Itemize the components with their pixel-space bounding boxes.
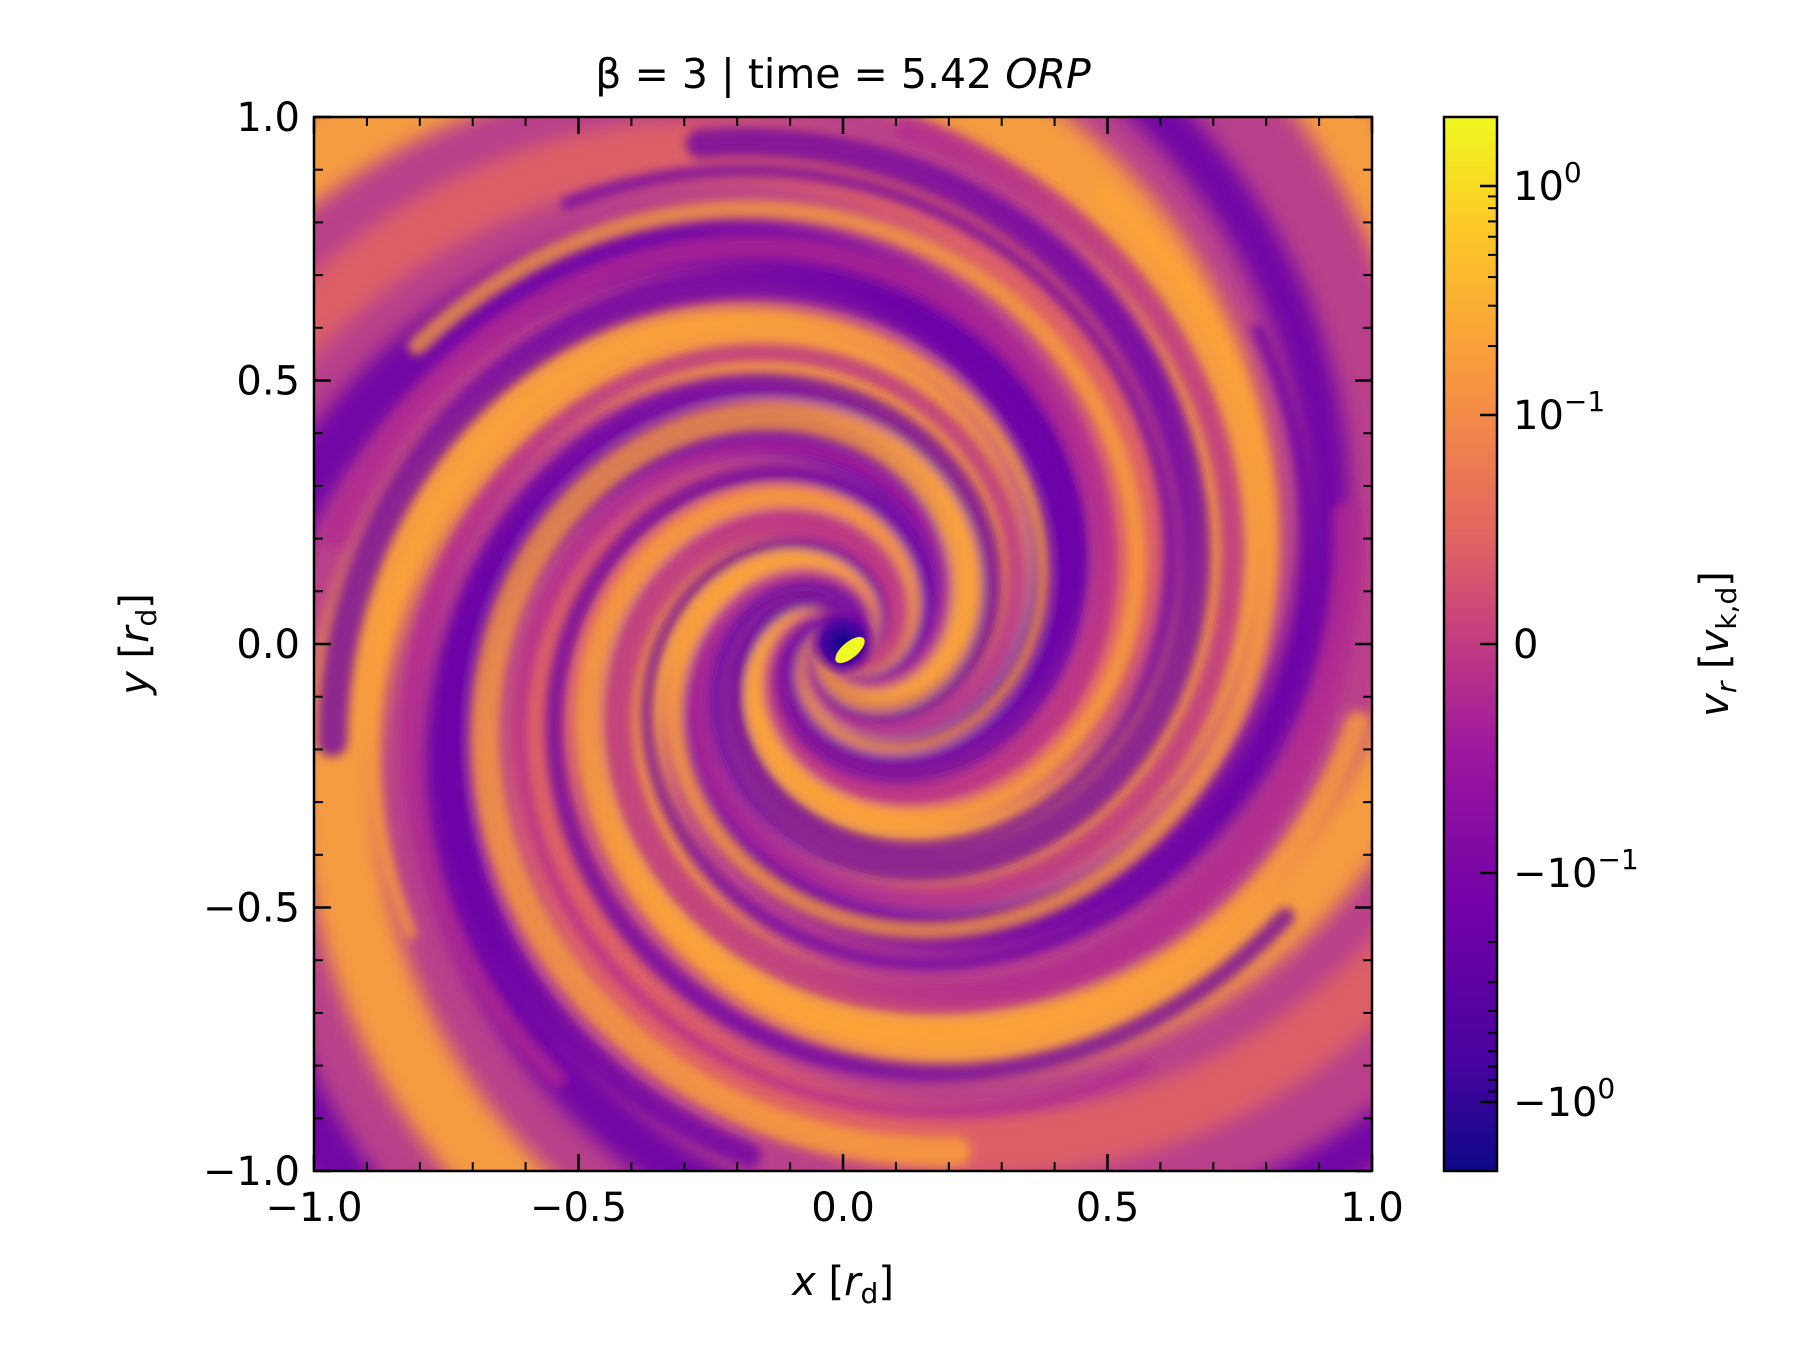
colorbar-tick-label: 10−1 (1513, 385, 1605, 439)
x-tick-label: 0.0 (811, 1185, 875, 1231)
spiral-filament (664, 184, 1279, 940)
y-tick-label: 0.5 (236, 359, 300, 405)
spiral-filament (401, 343, 1025, 1088)
spiral-filament (365, 312, 1050, 939)
y-tick-label: 0.0 (236, 622, 300, 668)
chart-title: β = 3 | time = 5.42 ORP (595, 50, 1091, 98)
core-outflow (835, 636, 865, 664)
colorbar-tick-label: −100 (1513, 1072, 1615, 1126)
colorbar-ticks: 100 10−1 0 −10−1 −100 (1480, 116, 1639, 1172)
spiral-filament (685, 127, 1211, 883)
colorbar-tick-label: −10−1 (1513, 843, 1639, 897)
y-axis-ticks: −1.0 −0.5 0.0 0.5 1.0 (203, 95, 1372, 1195)
colorbar-tick-label: 100 (1513, 156, 1582, 210)
spiral-filament (514, 439, 1151, 1118)
colorbar-tick-label: 0 (1513, 622, 1538, 668)
x-tick-label: −1.0 (265, 1185, 362, 1231)
y-axis-label: y [rd] (112, 593, 163, 696)
y-tick-label: −0.5 (203, 886, 300, 932)
colorbar: 100 10−1 0 −10−1 −100 vr [vk,d] (1442, 115, 1743, 1173)
spiral-filament (574, 486, 1369, 1049)
x-tick-label: 0.5 (1076, 1185, 1140, 1231)
core-inflow (809, 609, 877, 677)
spiral-filament (322, 234, 1116, 806)
spiral-filament (602, 501, 1363, 1015)
y-tick-label: −1.0 (203, 1149, 300, 1195)
x-tick-label: −0.5 (530, 1185, 627, 1231)
spiral-filament (317, 268, 1089, 785)
spiral-filament (687, 117, 1245, 911)
x-axis-label: x [rd] (790, 1259, 894, 1310)
spiral-filament (640, 324, 1315, 971)
x-tick-label: 1.0 (1340, 1185, 1404, 1231)
heatmap-image (314, 117, 1372, 1171)
x-axis-ticks: −1.0 −0.5 0.0 0.5 1.0 (265, 117, 1404, 1231)
spiral-filament (469, 401, 982, 1167)
spiral-filament (545, 464, 1295, 1083)
spiral-filament (408, 199, 1146, 828)
spiral-filament (436, 373, 1003, 1168)
y-tick-label: 1.0 (236, 95, 300, 141)
colorbar-label: vr [vk,d] (1692, 571, 1743, 717)
